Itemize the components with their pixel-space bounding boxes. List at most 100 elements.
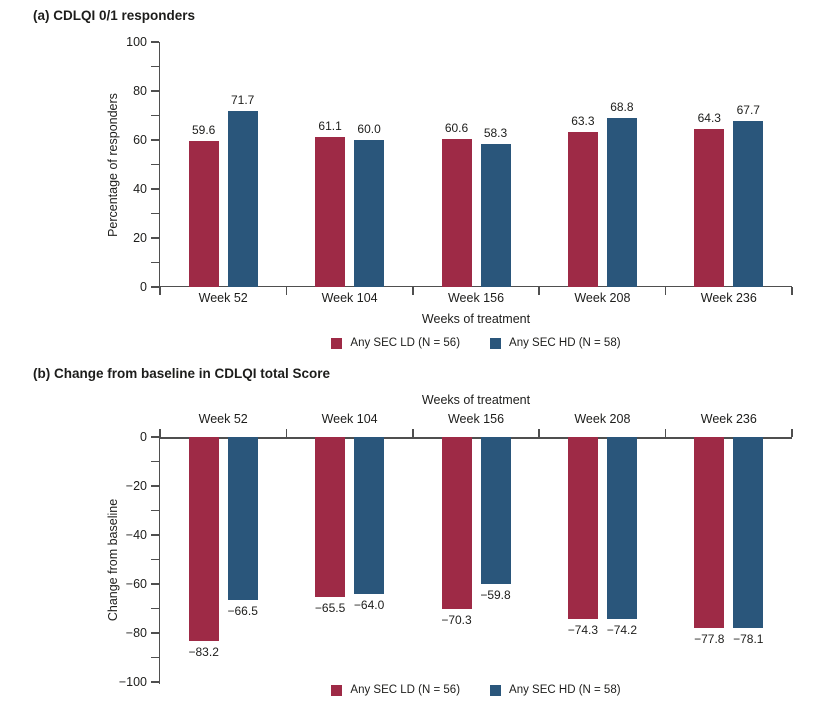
y-axis-tick	[151, 509, 159, 512]
bar-ld	[694, 129, 725, 287]
y-axis-line	[158, 42, 160, 289]
category-label: Week 156	[447, 412, 505, 426]
category-label: Week 156	[447, 291, 505, 305]
bar-hd	[733, 121, 764, 287]
bar-value-label: 59.6	[192, 122, 216, 137]
y-axis-tick	[151, 139, 159, 141]
x-axis-tick	[412, 287, 414, 295]
x-axis-tick	[664, 287, 667, 295]
legend-label-ld: Any SEC LD (N = 56)	[350, 337, 461, 349]
bar-value-label: −83.2	[188, 644, 219, 659]
y-axis-tick	[151, 237, 159, 239]
panel-b-legend: Any SEC LD (N = 56) Any SEC HD (N = 58)	[160, 684, 792, 696]
legend-label-ld: Any SEC LD (N = 56)	[350, 684, 461, 696]
y-axis-tick	[151, 286, 159, 288]
bar-hd	[606, 437, 637, 619]
category-label: Week 236	[700, 412, 757, 426]
x-axis-tick	[791, 287, 793, 295]
legend-swatch-hd	[490, 337, 502, 349]
bar-value-label: −59.8	[480, 587, 511, 602]
panel-b-title: (b) Change from baseline in CDLQI total …	[33, 366, 331, 381]
x-axis-tick	[791, 429, 793, 437]
panel-a-x-axis-label: Weeks of treatment	[421, 312, 531, 326]
x-axis-tick	[538, 429, 540, 437]
panel-a-y-axis-label: Percentage of responders	[106, 93, 120, 237]
category-label: Week 52	[198, 412, 248, 426]
bar-hd	[606, 118, 637, 287]
bar-hd	[227, 437, 258, 600]
bar-hd	[480, 437, 511, 584]
bar-value-label: 60.0	[357, 122, 381, 136]
bar-value-label: 71.7	[231, 93, 255, 108]
panel-a-legend: Any SEC LD (N = 56) Any SEC HD (N = 58)	[160, 337, 792, 349]
y-axis-tick	[151, 485, 159, 487]
category-label: Week 236	[700, 291, 757, 305]
bar-ld	[567, 131, 598, 287]
bar-hd	[354, 437, 385, 594]
legend-swatch-ld	[331, 337, 343, 349]
y-axis-tick	[151, 681, 159, 683]
bar-hd	[227, 111, 258, 287]
y-axis-tick-label: −20	[125, 478, 147, 493]
bar-value-label: −74.3	[567, 623, 599, 638]
y-axis-tick	[151, 261, 159, 264]
y-axis-tick	[151, 90, 159, 92]
panel-a-legend-item-hd: Any SEC HD (N = 58)	[490, 337, 621, 349]
y-axis-tick	[151, 534, 159, 536]
legend-swatch-hd	[490, 684, 502, 696]
panel-b-y-axis-label: Change from baseline	[106, 498, 120, 622]
y-axis-tick	[151, 607, 159, 610]
bar-ld	[567, 437, 598, 620]
bar-value-label: 63.3	[571, 113, 595, 128]
x-axis-line	[158, 285, 792, 287]
category-label: Week 104	[321, 291, 378, 305]
bar-ld	[188, 437, 219, 641]
legend-swatch-ld	[331, 684, 343, 696]
bar-value-label: −74.2	[606, 622, 638, 637]
y-axis-tick	[151, 114, 159, 117]
y-axis-tick	[151, 656, 159, 659]
bar-value-label: 67.7	[736, 103, 760, 118]
bar-ld	[315, 437, 346, 598]
bar-value-label: 60.6	[444, 120, 469, 135]
bar-value-label: 64.3	[697, 111, 721, 126]
bar-hd	[480, 144, 511, 287]
y-axis-tick	[151, 188, 159, 190]
y-axis-tick-label: 0	[140, 279, 147, 294]
bar-value-label: −64.0	[353, 597, 385, 612]
y-axis-line	[158, 437, 160, 684]
x-axis-tick	[285, 429, 288, 437]
bar-ld	[315, 137, 346, 287]
category-label: Week 208	[574, 412, 631, 426]
y-axis-tick	[151, 436, 159, 438]
panel-a-legend-item-ld: Any SEC LD (N = 56)	[331, 337, 460, 349]
bar-ld	[694, 437, 725, 628]
y-axis-tick	[151, 558, 159, 561]
bar-value-label: 58.3	[483, 126, 508, 141]
x-axis-tick	[412, 429, 414, 437]
x-axis-tick	[538, 287, 540, 295]
bar-hd	[354, 140, 385, 287]
panel-b-x-axis-label: Weeks of treatment	[421, 393, 531, 407]
x-axis-line	[158, 437, 792, 439]
y-axis-tick	[151, 41, 159, 43]
legend-label-hd: Any SEC HD (N = 58)	[509, 684, 621, 696]
y-axis-tick-label: −80	[125, 625, 147, 640]
bar-value-label: −77.8	[694, 631, 725, 646]
category-label: Week 208	[574, 291, 631, 305]
y-axis-tick-label: 0	[140, 429, 147, 444]
category-label: Week 52	[198, 291, 248, 305]
y-axis-tick	[151, 460, 159, 463]
y-axis-tick	[151, 65, 159, 68]
bar-value-label: 61.1	[318, 119, 342, 134]
bar-value-label: −78.1	[733, 632, 764, 647]
y-axis-tick-label: −100	[118, 674, 147, 689]
bar-ld	[441, 138, 472, 287]
bar-value-label: −65.5	[314, 601, 346, 616]
bar-ld	[441, 437, 472, 610]
category-label: Week 104	[321, 412, 378, 426]
y-axis-tick	[151, 212, 159, 215]
